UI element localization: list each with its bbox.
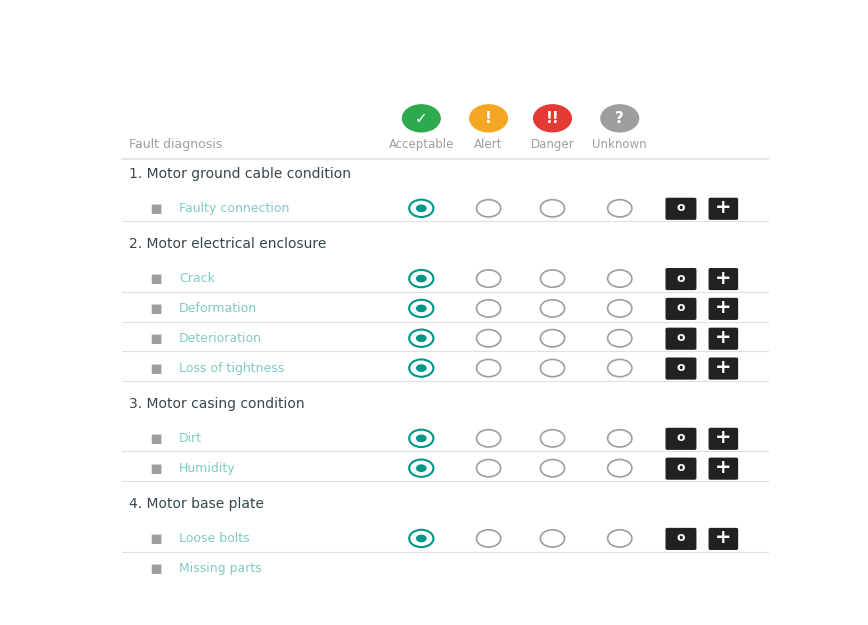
Text: o: o [677, 201, 685, 214]
Text: +: + [715, 198, 732, 217]
FancyBboxPatch shape [708, 528, 738, 550]
Circle shape [416, 304, 427, 312]
Circle shape [416, 364, 427, 372]
Text: Faulty connection: Faulty connection [179, 202, 290, 215]
Text: Dirt: Dirt [179, 432, 202, 445]
Text: ▪: ▪ [149, 529, 162, 548]
Text: ✓: ✓ [415, 111, 428, 126]
Circle shape [403, 105, 440, 132]
Circle shape [416, 564, 427, 572]
Text: Unknown: Unknown [593, 138, 647, 151]
Text: Deterioration: Deterioration [179, 332, 262, 345]
Text: o: o [677, 461, 685, 474]
Text: ▪: ▪ [149, 559, 162, 578]
Text: +: + [715, 298, 732, 318]
FancyBboxPatch shape [666, 458, 696, 480]
Text: ▪: ▪ [149, 299, 162, 318]
Circle shape [601, 105, 639, 132]
FancyBboxPatch shape [666, 328, 696, 350]
FancyBboxPatch shape [708, 357, 738, 379]
Text: o: o [677, 331, 685, 344]
Text: ▪: ▪ [149, 269, 162, 288]
Text: Loose bolts: Loose bolts [179, 532, 250, 545]
FancyBboxPatch shape [666, 298, 696, 320]
Text: ▪: ▪ [149, 429, 162, 448]
FancyBboxPatch shape [708, 298, 738, 320]
Text: 3. Motor casing condition: 3. Motor casing condition [128, 397, 305, 411]
Text: o: o [677, 431, 685, 444]
Text: ▪: ▪ [149, 329, 162, 348]
FancyBboxPatch shape [708, 458, 738, 480]
FancyBboxPatch shape [708, 428, 738, 450]
FancyBboxPatch shape [666, 428, 696, 450]
Text: ▪: ▪ [149, 359, 162, 378]
Text: +: + [715, 458, 732, 478]
FancyBboxPatch shape [708, 328, 738, 350]
Text: +: + [715, 358, 732, 377]
Text: +: + [715, 558, 732, 578]
Circle shape [416, 334, 427, 342]
Text: +: + [715, 328, 732, 348]
Circle shape [470, 105, 508, 132]
Text: ▪: ▪ [149, 459, 162, 478]
Text: o: o [677, 561, 685, 574]
Text: 2. Motor electrical enclosure: 2. Motor electrical enclosure [128, 237, 326, 251]
Text: +: + [715, 428, 732, 448]
Circle shape [416, 534, 427, 542]
Text: Danger: Danger [530, 138, 575, 151]
Text: o: o [677, 301, 685, 314]
Text: !!: !! [546, 111, 559, 126]
Circle shape [416, 464, 427, 472]
Text: Missing parts: Missing parts [179, 562, 262, 575]
Text: +: + [715, 269, 732, 288]
FancyBboxPatch shape [666, 357, 696, 379]
Text: +: + [715, 529, 732, 548]
Text: Crack: Crack [179, 272, 215, 285]
Text: ▪: ▪ [149, 199, 162, 217]
Text: 1. Motor ground cable condition: 1. Motor ground cable condition [128, 167, 351, 181]
Text: Humidity: Humidity [179, 462, 236, 474]
Text: Fault diagnosis: Fault diagnosis [128, 138, 222, 151]
Circle shape [416, 434, 427, 442]
FancyBboxPatch shape [666, 558, 696, 580]
FancyBboxPatch shape [666, 268, 696, 290]
FancyBboxPatch shape [666, 528, 696, 550]
Circle shape [534, 105, 571, 132]
FancyBboxPatch shape [708, 558, 738, 580]
FancyBboxPatch shape [708, 198, 738, 220]
Text: 4. Motor base plate: 4. Motor base plate [128, 497, 264, 511]
Circle shape [416, 275, 427, 282]
Text: Deformation: Deformation [179, 302, 257, 315]
Circle shape [416, 204, 427, 212]
Text: Loss of tightness: Loss of tightness [179, 362, 285, 374]
Text: Acceptable: Acceptable [389, 138, 454, 151]
Text: o: o [677, 272, 685, 284]
Text: o: o [677, 361, 685, 374]
Text: o: o [677, 531, 685, 544]
Text: Alert: Alert [475, 138, 503, 151]
FancyBboxPatch shape [708, 268, 738, 290]
FancyBboxPatch shape [666, 198, 696, 220]
Text: ?: ? [615, 111, 624, 126]
Text: !: ! [485, 111, 492, 126]
